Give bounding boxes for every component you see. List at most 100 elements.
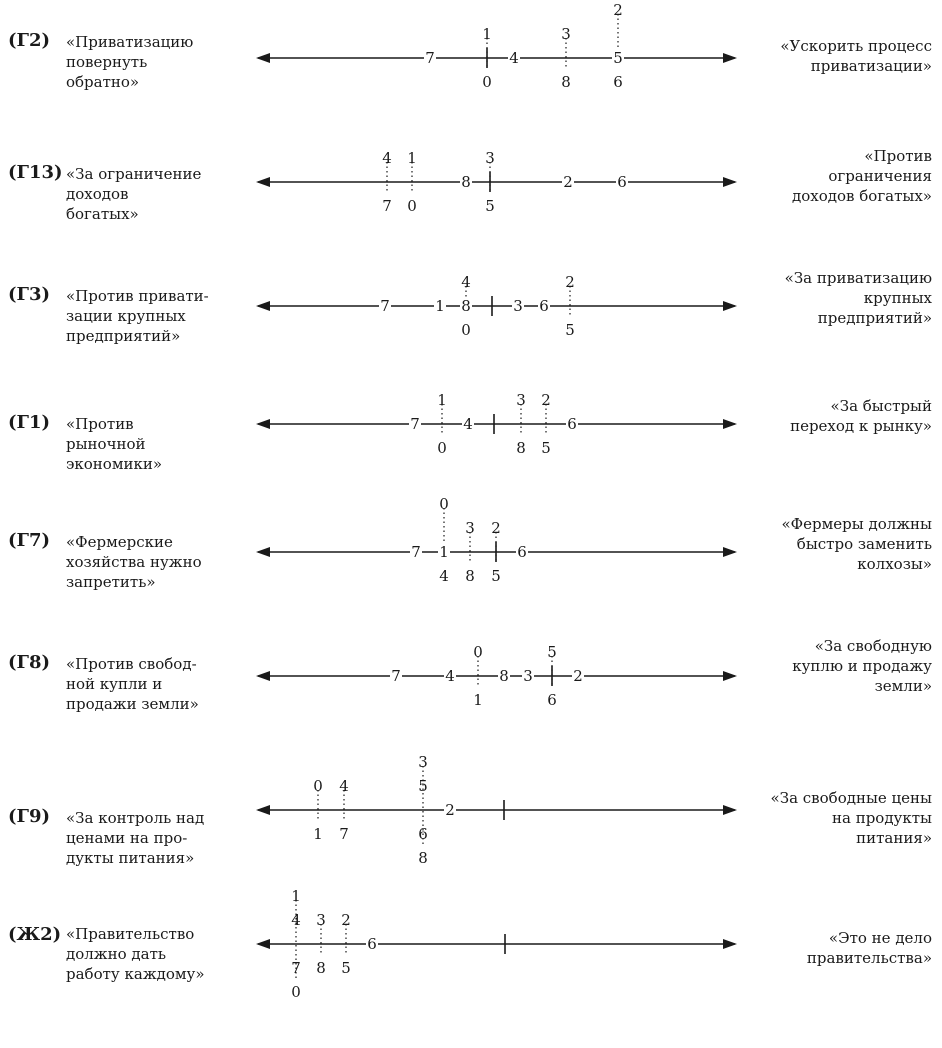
party-position-label: 3	[485, 149, 495, 167]
party-position-label: 7	[291, 959, 301, 977]
arrowhead-right	[723, 671, 737, 681]
arrowhead-right	[723, 805, 737, 815]
arrowhead-right	[723, 53, 737, 63]
right-pole-label: «Против ограничения доходов богатых»	[792, 147, 932, 205]
scale-axis: 7 41 0 3 8 5 2 6	[256, 1, 737, 91]
party-position-label: 5	[541, 439, 551, 457]
party-position-label: 3	[316, 911, 326, 929]
party-position-label: 2	[613, 1, 623, 19]
party-position-label: 4	[291, 911, 301, 929]
party-position-label: 1	[291, 887, 301, 905]
arrowhead-left	[256, 419, 270, 429]
right-pole-label: «За свободные цены на продукты питания»	[770, 789, 932, 847]
party-position-label: 0	[407, 197, 417, 215]
scale-code: (Г9)	[8, 806, 50, 827]
scale-axis: 0 1 4 7 3 5 6 8 2	[256, 753, 737, 867]
party-position-label: 3	[516, 391, 526, 409]
left-pole-label: «Против рыночной экономики»	[66, 415, 163, 473]
party-position-label: 0	[313, 777, 323, 795]
party-position-label: 0	[439, 495, 449, 513]
party-position-label: 5	[485, 197, 495, 215]
scale-axis: 7 1 8 4 0 3 62 5	[256, 273, 737, 339]
party-position-label: 3	[465, 519, 475, 537]
left-pole-label: «Против привати- зации крупных предприят…	[66, 287, 209, 345]
arrowhead-left	[256, 805, 270, 815]
party-position-label: 6	[567, 415, 577, 433]
scale-row: 1 4 7 0 3 8 2 5 6 (Ж2) «Правительство должно дать …	[0, 887, 942, 1028]
left-pole-label: «Правительство должно дать работу каждом…	[66, 925, 205, 983]
party-position-label: 7	[410, 415, 420, 433]
scale-code: (Г1)	[8, 412, 50, 433]
party-position-label: 2	[573, 667, 583, 685]
party-position-label: 1	[439, 543, 449, 561]
party-position-label: 8	[461, 297, 471, 315]
arrowhead-right	[723, 301, 737, 311]
arrowhead-left	[256, 301, 270, 311]
scale-row: 7 4 1 0 3 8 5 2 6 (Г2) «Приватизацию повернуть обр…	[0, 1, 942, 138]
party-position-label: 8	[561, 73, 571, 91]
party-position-label: 8	[465, 567, 475, 585]
party-position-label: 2	[445, 801, 455, 819]
party-position-label: 6	[539, 297, 549, 315]
party-position-label: 4	[439, 567, 449, 585]
party-position-label: 7	[339, 825, 349, 843]
party-position-label: 2	[563, 173, 573, 191]
party-position-label: 3	[418, 753, 428, 771]
party-position-label: 6	[617, 173, 627, 191]
right-pole-label: «За приватизацию крупных предприятий»	[784, 269, 932, 327]
party-position-label: 1	[437, 391, 447, 409]
party-position-label: 7	[411, 543, 421, 561]
party-position-label: 8	[461, 173, 471, 191]
scale-row: 7 4 0 1 8 3 5 6 2 (Г8) «Против свобод- ной купли и…	[0, 630, 942, 760]
scale-code: (Г7)	[8, 530, 50, 551]
party-position-label: 5	[565, 321, 575, 339]
party-position-label: 5	[491, 567, 501, 585]
party-position-label: 5	[341, 959, 351, 977]
scale-row: 4 7 1 0 8 3 5 2 6 (Г13) «За ограничение доходов бо…	[0, 140, 942, 270]
arrowhead-right	[723, 419, 737, 429]
arrowhead-right	[723, 939, 737, 949]
party-position-label: 3	[561, 25, 571, 43]
party-position-label: 2	[565, 273, 575, 291]
party-position-label: 5	[418, 777, 428, 795]
arrowhead-left	[256, 547, 270, 557]
party-position-label: 8	[499, 667, 509, 685]
party-position-label: 7	[391, 667, 401, 685]
party-position-label: 1	[482, 25, 492, 43]
right-pole-label: «За быстрый переход к рынку»	[790, 397, 932, 435]
party-position-label: 7	[425, 49, 435, 67]
party-position-label: 3	[513, 297, 523, 315]
party-position-label: 2	[491, 519, 501, 537]
party-position-label: 7	[380, 297, 390, 315]
scale-code: (Г8)	[8, 652, 50, 673]
party-position-label: 4	[461, 273, 471, 291]
right-pole-label: «Фермеры должны быстро заменить колхозы»	[781, 515, 933, 573]
party-position-label: 0	[461, 321, 471, 339]
arrowhead-right	[723, 177, 737, 187]
party-position-label: 1	[435, 297, 445, 315]
party-position-label: 0	[291, 983, 301, 1001]
party-position-label: 5	[547, 643, 557, 661]
arrowhead-right	[723, 547, 737, 557]
arrowhead-left	[256, 177, 270, 187]
party-position-label: 3	[523, 667, 533, 685]
party-position-label: 4	[463, 415, 473, 433]
party-position-label: 0	[437, 439, 447, 457]
party-position-label: 4	[339, 777, 349, 795]
party-position-label: 1	[407, 149, 417, 167]
right-pole-label: «Ускорить процесс приватизации»	[780, 37, 932, 75]
scale-code: (Ж2)	[8, 924, 62, 945]
party-position-label: 4	[382, 149, 392, 167]
scale-row: 0 1 4 7 3 5 6 8 2 (Г9) «За контроль над ценами на …	[0, 753, 942, 890]
arrowhead-left	[256, 671, 270, 681]
right-pole-label: «За свободную куплю и продажу земли»	[792, 637, 932, 695]
scale-row: 7 1 8 4 0 3 6 2 5 (Г3) «Против привати- зации круп…	[0, 262, 942, 392]
party-position-label: 1	[473, 691, 483, 709]
party-position-label: 8	[516, 439, 526, 457]
party-position-label: 6	[613, 73, 623, 91]
arrowhead-left	[256, 53, 270, 63]
